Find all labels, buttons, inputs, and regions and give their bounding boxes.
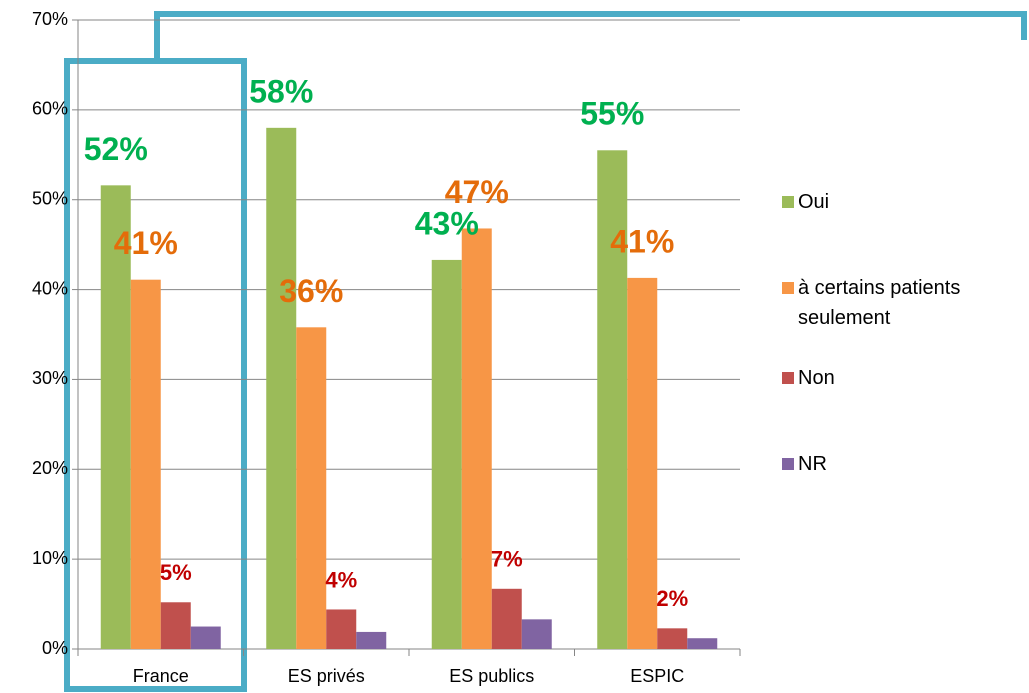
x-tick-label: ES publics [449, 666, 534, 686]
legend-label: Non [798, 367, 835, 389]
y-tick-label: 40% [32, 278, 68, 298]
legend-swatch [782, 458, 794, 470]
legend-swatch [782, 282, 794, 294]
bar [657, 628, 688, 649]
y-tick-label: 0% [42, 638, 68, 658]
bar [160, 602, 191, 649]
data-label: 41% [610, 223, 674, 259]
y-tick-label: 70% [32, 9, 68, 29]
x-tick-label: France [133, 666, 189, 686]
data-label: 41% [114, 225, 178, 261]
legend-label: à certains patients seulement [798, 277, 961, 329]
x-tick-label: ESPIC [630, 666, 684, 686]
data-label: 43% [415, 205, 479, 241]
highlight [64, 11, 1027, 692]
data-label: 55% [580, 96, 644, 132]
data-label: 47% [445, 174, 509, 210]
bar [190, 626, 221, 649]
bar [130, 279, 161, 649]
y-tick-label: 50% [32, 188, 68, 208]
data-label: 58% [249, 73, 313, 109]
highlight-connector [154, 11, 1027, 61]
data-label: 52% [84, 131, 148, 167]
bar [521, 619, 552, 649]
bar [491, 588, 522, 649]
y-tick-label: 10% [32, 548, 68, 568]
bar [100, 185, 131, 649]
legend-swatch [782, 196, 794, 208]
x-tick-label: ES privés [288, 666, 365, 686]
bar [266, 127, 297, 650]
bar [326, 609, 357, 649]
y-tick-label: 20% [32, 458, 68, 478]
y-tick-label: 30% [32, 368, 68, 388]
data-label: 36% [279, 273, 343, 309]
bar [597, 150, 628, 650]
data-label: 2% [656, 586, 688, 611]
data-label: 5% [160, 560, 192, 585]
bar [431, 259, 462, 649]
bar [687, 638, 718, 649]
legend-swatch [782, 372, 794, 384]
bar [461, 228, 492, 649]
legend-label: NR [798, 453, 827, 475]
legend-label: Oui [798, 191, 830, 213]
bar [627, 277, 658, 649]
bar [296, 327, 327, 649]
data-label: 7% [491, 547, 523, 572]
y-tick-label: 60% [32, 99, 68, 119]
bar [356, 631, 387, 649]
data-label: 4% [325, 567, 357, 592]
